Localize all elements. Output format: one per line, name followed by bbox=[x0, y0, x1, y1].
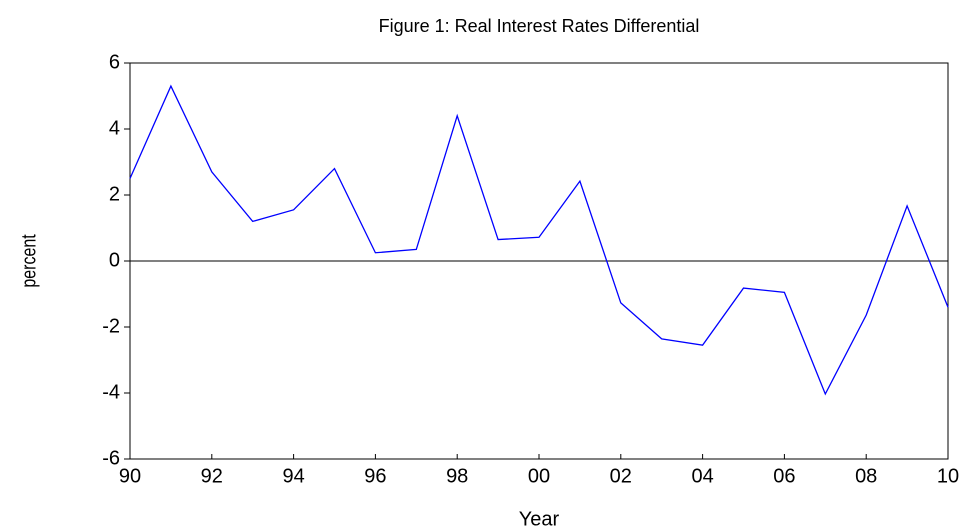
y-tick-label: 0 bbox=[109, 249, 120, 271]
y-tick-label: -6 bbox=[102, 447, 120, 469]
x-tick-label: 98 bbox=[446, 465, 468, 487]
x-tick-label: 00 bbox=[528, 465, 550, 487]
y-tick-label: 6 bbox=[109, 51, 120, 73]
chart-title: Figure 1: Real Interest Rates Differenti… bbox=[379, 16, 700, 36]
x-tick-label: 96 bbox=[364, 465, 386, 487]
data-line bbox=[129, 84, 949, 396]
x-tick-label: 04 bbox=[691, 465, 713, 487]
y-tick-label: -2 bbox=[102, 315, 120, 337]
y-tick-label: -4 bbox=[102, 381, 120, 403]
y-tick-label: 4 bbox=[109, 117, 120, 139]
x-tick-label: 06 bbox=[773, 465, 795, 487]
x-tick-label: 92 bbox=[201, 465, 223, 487]
y-axis-title: percent bbox=[18, 234, 40, 287]
x-tick-label: 10 bbox=[937, 465, 959, 487]
x-tick-label: 90 bbox=[119, 465, 141, 487]
x-axis-title: Year bbox=[519, 508, 560, 530]
x-tick-label: 08 bbox=[855, 465, 877, 487]
x-tick-label: 02 bbox=[610, 465, 632, 487]
x-tick-label: 94 bbox=[282, 465, 304, 487]
y-tick-label: 2 bbox=[109, 183, 120, 205]
